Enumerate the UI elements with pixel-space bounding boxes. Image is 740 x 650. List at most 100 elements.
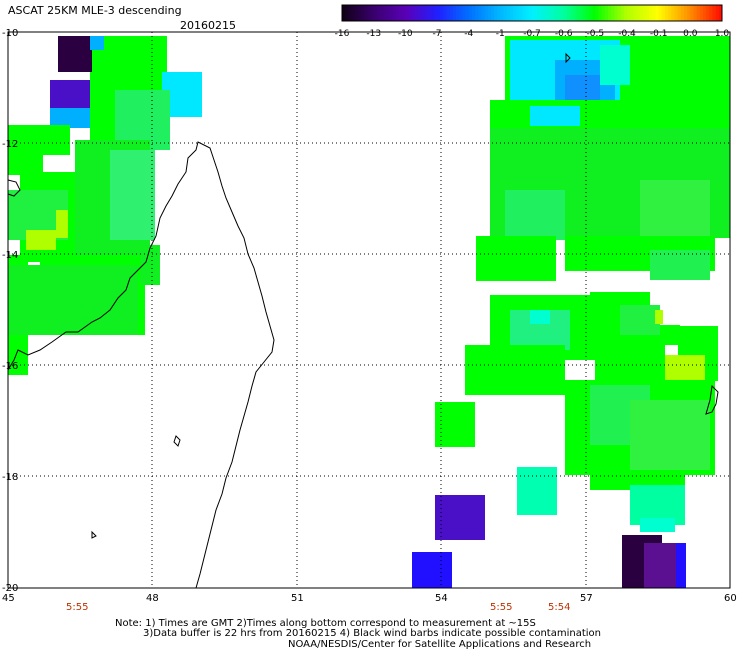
colorbar-swatch [598, 5, 603, 21]
colorbar-label: -13 [366, 29, 381, 39]
colorbar-swatch [642, 5, 647, 21]
colorbar-swatch [383, 5, 387, 21]
data-cell [50, 80, 90, 108]
colorbar-swatch [693, 5, 698, 21]
colorbar-swatch [703, 5, 707, 21]
colorbar-label: -16 [335, 29, 350, 39]
grid-lines [8, 32, 730, 588]
colorbar-swatch [576, 5, 580, 21]
data-cell [8, 135, 43, 175]
colorbar-swatch [579, 5, 584, 21]
colorbar-swatch [411, 5, 416, 21]
colorbar-label: -0.5 [587, 29, 605, 39]
colorbar-swatch [342, 5, 346, 21]
colorbar-swatch [674, 5, 679, 21]
colorbar-swatch [633, 5, 637, 21]
lat-label: -10 [2, 28, 18, 39]
colorbar-swatch [408, 5, 413, 21]
colorbar-swatch [509, 5, 514, 21]
colorbar-label: -4 [464, 29, 473, 39]
colorbar-swatch [468, 5, 473, 21]
colorbar-swatch [595, 5, 599, 21]
colorbar-swatch [649, 5, 653, 21]
lat-label: -18 [2, 472, 18, 483]
colorbar-swatch [655, 5, 660, 21]
colorbar-swatch [402, 5, 406, 21]
colorbar-swatch [687, 5, 691, 21]
coastline-madagascar [7, 141, 275, 589]
colorbar-swatch [639, 5, 644, 21]
colorbar-label: -7 [433, 29, 442, 39]
colorbar-swatch [367, 5, 371, 21]
colorbar-swatch [709, 5, 713, 21]
colorbar-swatch [522, 5, 527, 21]
coastline-island [173, 435, 181, 447]
data-cell [110, 150, 155, 240]
lat-label: -14 [2, 250, 18, 261]
colorbar-swatch [437, 5, 441, 21]
colorbar-swatch [462, 5, 466, 21]
colorbar-swatch [484, 5, 489, 21]
colorbar-swatch [475, 5, 479, 21]
colorbar-swatch [563, 5, 568, 21]
colorbar-swatch [503, 5, 508, 21]
colorbar-swatch [646, 5, 650, 21]
coastline [7, 52, 719, 589]
colorbar-swatch [392, 5, 397, 21]
colorbar-swatch [373, 5, 378, 21]
note-line-3: NOAA/NESDIS/Center for Satellite Applica… [288, 639, 592, 650]
colorbar-swatch [389, 5, 394, 21]
data-cell [50, 108, 90, 128]
colorbar-swatch [395, 5, 400, 21]
colorbar-swatch [592, 5, 596, 21]
data-cell [92, 36, 167, 76]
data-cell [505, 190, 565, 240]
colorbar-swatch [386, 5, 390, 21]
colorbar-swatch [620, 5, 625, 21]
colorbar-label: -0.1 [650, 29, 668, 39]
colorbar-swatch [690, 5, 694, 21]
colorbar-swatch [481, 5, 485, 21]
colorbar-swatch [699, 5, 704, 21]
colorbar-swatch [364, 5, 368, 21]
colorbar-swatch [380, 5, 384, 21]
colorbar-swatch [680, 5, 685, 21]
colorbar-swatch [582, 5, 587, 21]
time-label: 5:55 [490, 602, 512, 613]
colorbar-swatch [459, 5, 463, 21]
coastline-island [565, 52, 571, 64]
data-cell [465, 345, 565, 395]
colorbar-swatch [585, 5, 590, 21]
note-line-1: Note: 1) Times are GMT 2)Times along bot… [115, 618, 536, 629]
data-cell [517, 467, 557, 515]
colorbar-swatch [554, 5, 558, 21]
lon-label: 57 [580, 593, 593, 604]
note-line-2: 3)Data buffer is 22 hrs from 20160215 4)… [143, 628, 601, 639]
colorbar-swatch [487, 5, 492, 21]
colorbar-swatch [348, 5, 352, 21]
colorbar-swatch [446, 5, 451, 21]
colorbar-swatch [589, 5, 593, 21]
colorbar-swatch [658, 5, 663, 21]
colorbar-swatch [361, 5, 365, 21]
lon-label: 48 [146, 593, 159, 604]
colorbar-swatch [399, 5, 403, 21]
colorbar-swatch [490, 5, 495, 21]
colorbar-swatch [601, 5, 606, 21]
colorbar: -16 -13 -10 -7 -4 -1 -0.7 -0.6 -0.5 -0.4 -0.1 0.0 1.… [335, 4, 729, 39]
colorbar-swatch [430, 5, 435, 21]
map-frame [7, 31, 731, 589]
data-cell [650, 250, 710, 280]
colorbar-swatch [519, 5, 523, 21]
colorbar-label: -10 [398, 29, 413, 39]
colorbar-swatch [570, 5, 574, 21]
colorbar-swatch [532, 5, 536, 21]
colorbar-swatch [424, 5, 428, 21]
colorbar-frame [341, 4, 723, 22]
lat-label: -12 [2, 139, 18, 150]
colorbar-swatch [449, 5, 454, 21]
colorbar-swatch [604, 5, 609, 21]
colorbar-swatch [414, 5, 419, 21]
colorbar-swatch [427, 5, 432, 21]
